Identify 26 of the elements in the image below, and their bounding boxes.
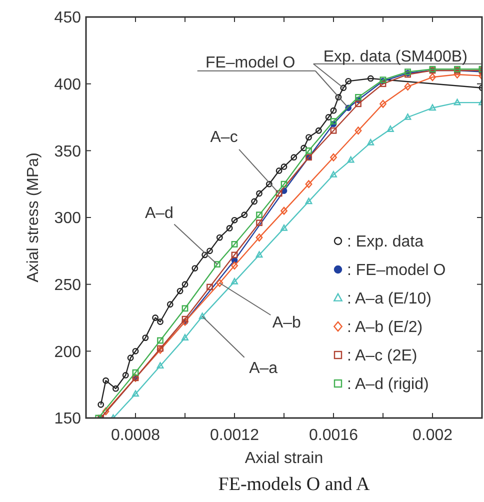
x-tick-label: 0.0016: [309, 427, 358, 444]
annotation: A–a: [249, 360, 278, 378]
legend-label: : A–a (E/10): [347, 290, 432, 308]
text: FE-models O and A: [218, 474, 370, 495]
y-tick-label: 250: [54, 276, 82, 294]
annotation: Exp. data (SM400B): [323, 48, 468, 66]
annotation: FE–model O: [205, 54, 296, 72]
y-tick-label: 450: [54, 10, 82, 27]
y-tick-label: 300: [54, 210, 82, 228]
legend-label: : FE–model O: [347, 262, 446, 280]
x-tick-label: 0.002: [412, 427, 453, 444]
x-tick-label: 0.0008: [111, 427, 160, 444]
annotation: A–c: [210, 129, 238, 146]
y-tick-label: 150: [54, 410, 82, 428]
legend-label: : Exp. data: [347, 234, 424, 251]
x-axis-title: Axial strain: [244, 450, 324, 467]
y-tick-label: 400: [54, 76, 82, 94]
y-axis-title: Axial stress (MPa): [25, 152, 42, 282]
y-tick-label: 350: [54, 143, 82, 160]
annotation: A–d: [144, 204, 174, 222]
x-tick-label: 0.0012: [210, 427, 260, 444]
legend-label: : A–d (rigid): [347, 376, 429, 394]
legend-label: : A–b (E/2): [347, 319, 423, 336]
annotation: A–b: [272, 314, 301, 332]
legend-label: : A–c (2E): [347, 348, 418, 365]
y-tick-label: 200: [54, 344, 82, 361]
